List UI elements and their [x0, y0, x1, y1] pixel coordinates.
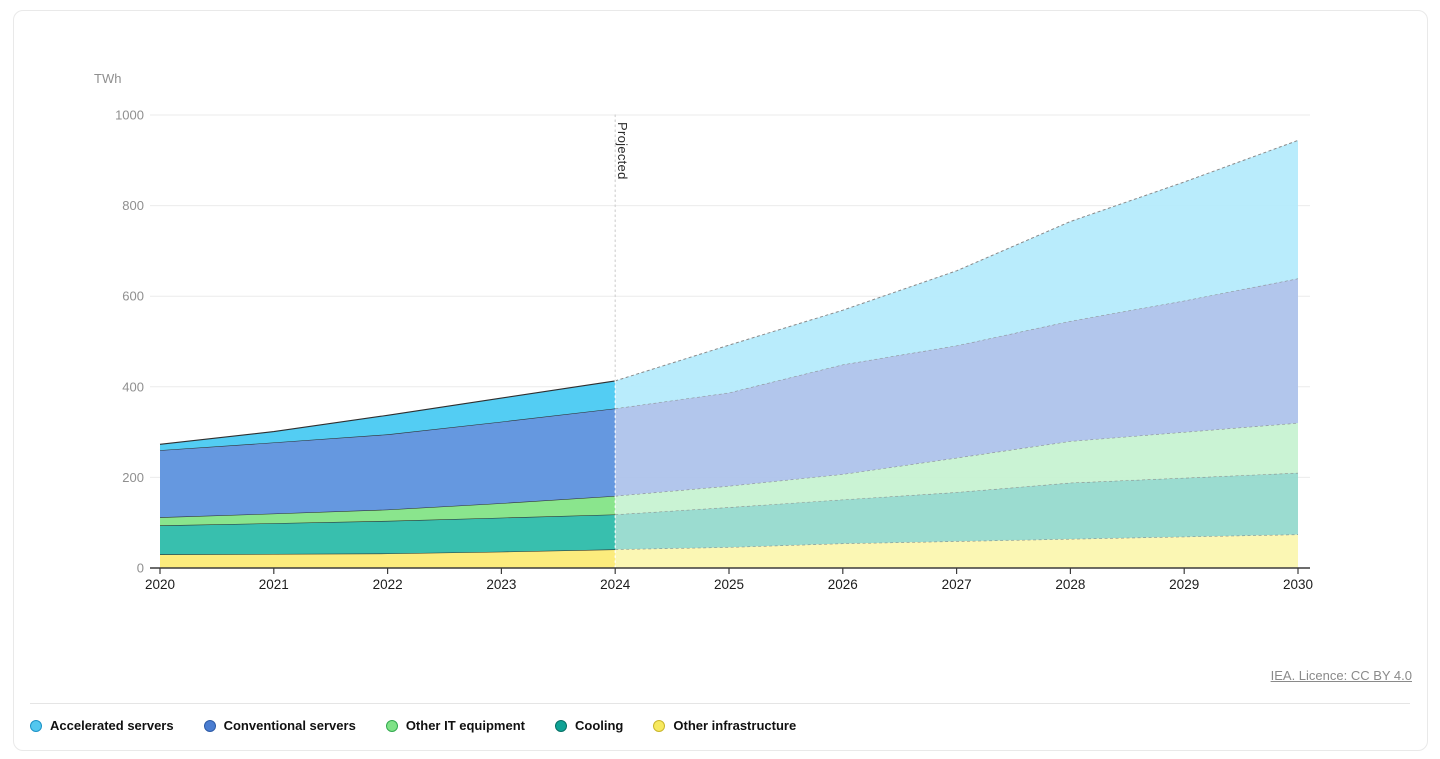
legend-item-accelerated-servers[interactable]: Accelerated servers	[30, 718, 174, 733]
legend-separator	[30, 703, 1410, 704]
area-historical-cooling	[160, 514, 616, 555]
legend-item-label: Other IT equipment	[405, 718, 525, 733]
area-projected-conventional_servers	[615, 278, 1298, 496]
y-tick-label: 400	[122, 379, 144, 394]
projected-annotation: Projected	[615, 122, 630, 180]
legend-dot-icon	[30, 719, 42, 732]
x-tick-label: 2028	[1055, 577, 1085, 592]
legend-item-label: Conventional servers	[223, 718, 356, 733]
legend-item-label: Other infrastructure	[673, 718, 797, 733]
x-tick-label: 2027	[942, 577, 972, 592]
x-tick-label: 2030	[1283, 577, 1313, 592]
chart-legend: Accelerated servers Conventional servers…	[30, 718, 796, 733]
legend-item-cooling[interactable]: Cooling	[554, 718, 624, 733]
y-tick-label: 800	[122, 198, 144, 213]
x-tick-label: 2023	[486, 577, 516, 592]
area-projected-accelerated_servers	[615, 140, 1298, 409]
area-historical-conventional_servers	[160, 408, 616, 518]
x-tick-label: 2024	[600, 577, 631, 592]
legend-item-conventional-servers[interactable]: Conventional servers	[203, 718, 356, 733]
y-axis-unit-label: TWh	[94, 71, 122, 86]
legend-dot-icon	[203, 719, 216, 732]
boundary-projected-accelerated_servers	[615, 139, 1299, 382]
x-tick-label: 2020	[145, 577, 175, 592]
legend-dot-icon	[554, 719, 567, 732]
legend-item-other-it-equipment[interactable]: Other IT equipment	[385, 718, 525, 733]
x-tick-label: 2022	[373, 577, 403, 592]
iea-licence-link[interactable]: IEA. Licence: CC BY 4.0	[1270, 668, 1412, 683]
x-tick-label: 2029	[1169, 577, 1199, 592]
legend-dot-icon	[385, 719, 398, 732]
area-projected-other_infrastructure	[615, 534, 1298, 568]
y-tick-label: 1000	[115, 108, 144, 123]
x-tick-label: 2021	[259, 577, 289, 592]
legend-dot-icon	[653, 719, 666, 732]
x-tick-label: 2025	[714, 577, 744, 592]
area-projected-other_it_equipment	[615, 423, 1298, 515]
y-tick-label: 0	[137, 561, 144, 576]
boundary-historical-accelerated_servers	[159, 380, 616, 445]
y-tick-label: 200	[122, 470, 144, 485]
legend-item-other-infrastructure[interactable]: Other infrastructure	[653, 718, 796, 733]
x-tick-label: 2026	[828, 577, 858, 592]
y-tick-label: 600	[122, 289, 144, 304]
legend-item-label: Accelerated servers	[50, 718, 174, 733]
area-projected-cooling	[615, 472, 1298, 550]
legend-item-label: Cooling	[574, 718, 624, 733]
